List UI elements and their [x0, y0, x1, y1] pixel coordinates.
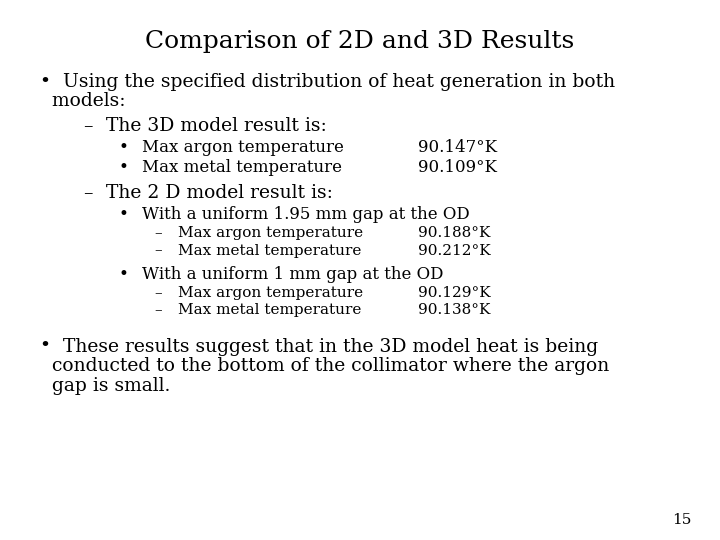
Text: 90.129°K: 90.129°K: [418, 286, 490, 300]
Text: •: •: [40, 73, 50, 91]
Text: •: •: [119, 206, 129, 223]
Text: Comparison of 2D and 3D Results: Comparison of 2D and 3D Results: [145, 30, 575, 53]
Text: With a uniform 1.95 mm gap at the OD: With a uniform 1.95 mm gap at the OD: [142, 206, 469, 223]
Text: 90.212°K: 90.212°K: [418, 244, 490, 258]
Text: Max argon temperature: Max argon temperature: [178, 226, 363, 240]
Text: 90.109°K: 90.109°K: [418, 159, 497, 176]
Text: Max metal temperature: Max metal temperature: [178, 244, 361, 258]
Text: 15: 15: [672, 512, 691, 526]
Text: –: –: [83, 184, 92, 201]
Text: Using the specified distribution of heat generation in both: Using the specified distribution of heat…: [63, 73, 615, 91]
Text: The 2 D model result is:: The 2 D model result is:: [106, 184, 333, 201]
Text: models:: models:: [40, 92, 125, 110]
Text: –: –: [155, 226, 163, 240]
Text: 90.138°K: 90.138°K: [418, 303, 490, 318]
Text: –: –: [155, 303, 163, 318]
Text: •: •: [119, 266, 129, 283]
Text: •: •: [119, 159, 129, 176]
Text: Max argon temperature: Max argon temperature: [178, 286, 363, 300]
Text: 90.147°K: 90.147°K: [418, 139, 497, 156]
Text: •: •: [119, 139, 129, 156]
Text: gap is small.: gap is small.: [40, 377, 170, 395]
Text: •: •: [40, 338, 50, 355]
Text: Max argon temperature: Max argon temperature: [142, 139, 343, 156]
Text: Max metal temperature: Max metal temperature: [178, 303, 361, 318]
Text: Max metal temperature: Max metal temperature: [142, 159, 342, 176]
Text: With a uniform 1 mm gap at the OD: With a uniform 1 mm gap at the OD: [142, 266, 444, 283]
Text: 90.188°K: 90.188°K: [418, 226, 490, 240]
Text: –: –: [83, 117, 92, 134]
Text: –: –: [155, 244, 163, 258]
Text: These results suggest that in the 3D model heat is being: These results suggest that in the 3D mod…: [63, 338, 598, 355]
Text: The 3D model result is:: The 3D model result is:: [106, 117, 327, 134]
Text: conducted to the bottom of the collimator where the argon: conducted to the bottom of the collimato…: [40, 357, 609, 375]
Text: –: –: [155, 286, 163, 300]
